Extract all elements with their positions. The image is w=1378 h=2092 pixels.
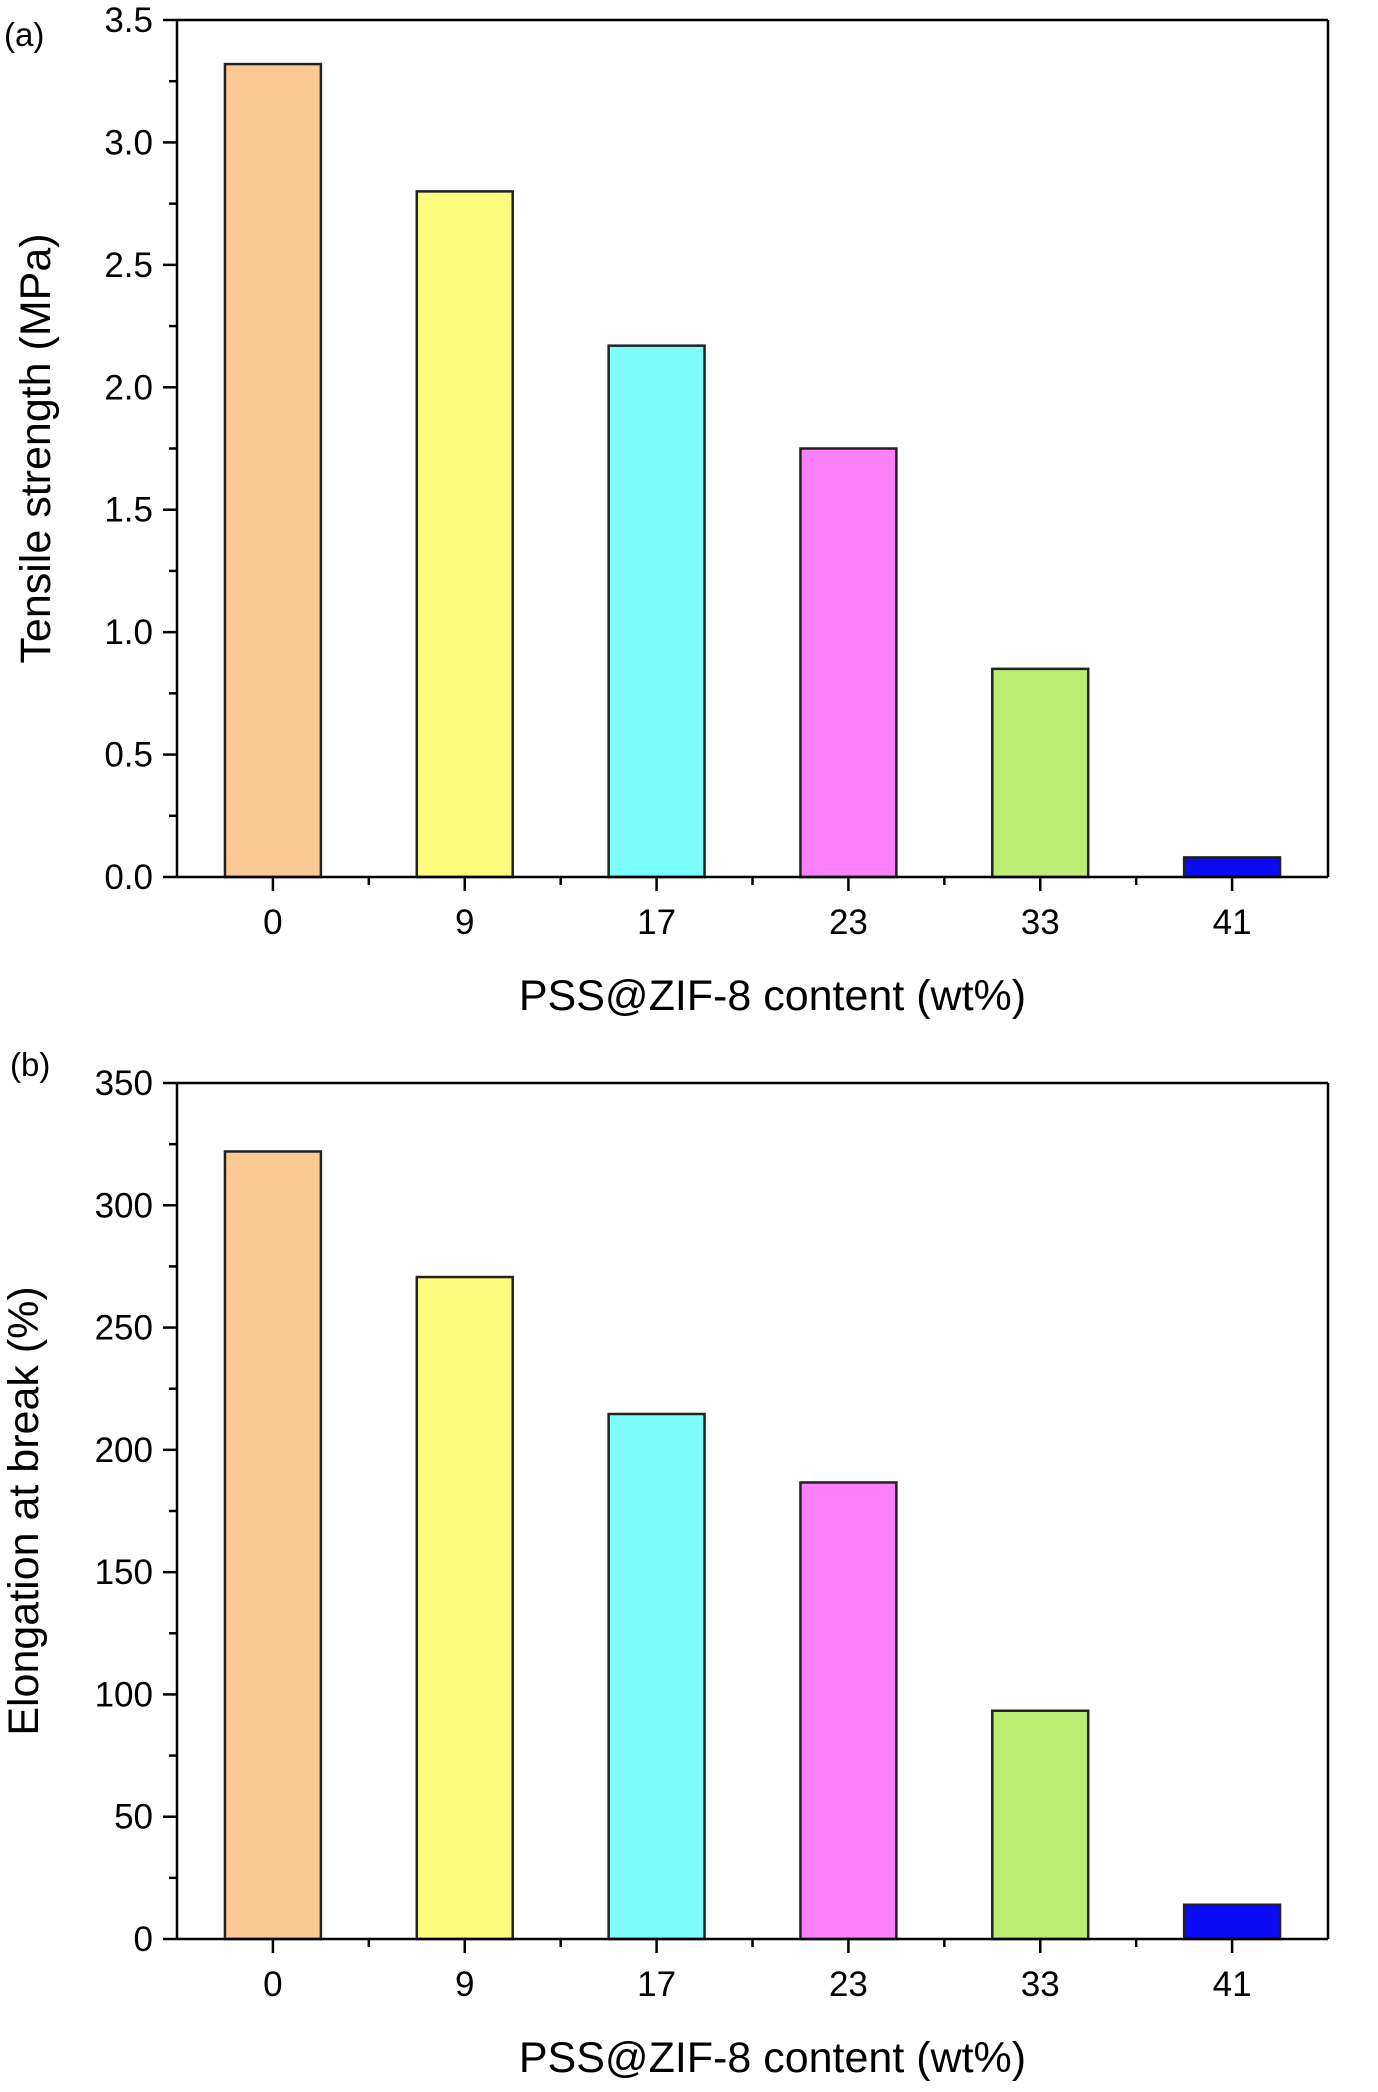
bar-0	[223, 1150, 323, 1941]
panel-a-tensile-strength: 0.0 0.5 1.0 1.5 2.0 2.5 3.0 3.5 0 9 17 23 33 41 PSS@ZI…	[4, 1, 1330, 1020]
x-tick-label: 9	[455, 903, 474, 942]
bar-41	[1182, 1903, 1282, 1941]
x-tick-label: 41	[1213, 1965, 1252, 2004]
y-tick-label: 350	[95, 1064, 153, 1103]
x-tick-label: 23	[829, 903, 868, 942]
x-tick-label: 0	[263, 903, 282, 942]
y-tick-label: 200	[95, 1431, 153, 1470]
y-tick-label: 2.5	[104, 246, 153, 285]
x-tick-label: 33	[1021, 1965, 1060, 2004]
y-tick-label: 2.0	[104, 368, 153, 407]
x-axis-title: PSS@ZIF-8 content (wt%)	[519, 2034, 1026, 2082]
x-tick-label: 9	[455, 1965, 474, 2004]
y-tick-label: 3.0	[104, 123, 153, 162]
x-tick-label: 0	[263, 1965, 282, 2004]
bar-9	[415, 190, 514, 879]
x-tick-label: 23	[829, 1965, 868, 2004]
bar-23	[799, 447, 898, 879]
x-tick-label: 41	[1213, 903, 1252, 942]
y-tick-label: 0	[134, 1920, 153, 1959]
y-tick-label: 1.0	[104, 613, 153, 652]
x-tick-label: 17	[637, 903, 676, 942]
y-tick-label: 0.0	[104, 858, 153, 897]
bar-33	[991, 1709, 1090, 1941]
y-tick-label: 150	[95, 1553, 153, 1592]
bar-0	[223, 62, 323, 879]
y-tick-label: 0.5	[104, 736, 153, 775]
y-tick-label: 100	[95, 1675, 153, 1714]
y-tick-label: 300	[95, 1186, 153, 1225]
panel-b-elongation-at-break: 0 50 100 150 200 250 300 350 0 9 17 23 33 41 PSS@ZIF-8…	[0, 1046, 1330, 2082]
bar-33	[991, 667, 1090, 879]
x-axis-title: PSS@ZIF-8 content (wt%)	[519, 972, 1026, 1020]
bar-23	[799, 1481, 898, 1941]
bar-9	[415, 1275, 514, 1941]
bar-17	[607, 344, 706, 879]
y-axis-title: Elongation at break (%)	[0, 1286, 48, 1735]
bar-17	[607, 1412, 706, 1941]
y-axis-title: Tensile strength (MPa)	[12, 233, 60, 663]
y-tick-label: 3.5	[104, 1, 153, 40]
y-tick-label: 1.5	[104, 491, 153, 530]
x-tick-label: 33	[1021, 903, 1060, 942]
panel-label: (a)	[4, 16, 44, 53]
x-tick-label: 17	[637, 1965, 676, 2004]
bar-41	[1182, 856, 1282, 879]
panel-label: (b)	[10, 1046, 50, 1083]
y-tick-label: 250	[95, 1309, 153, 1348]
y-tick-label: 50	[114, 1798, 153, 1837]
